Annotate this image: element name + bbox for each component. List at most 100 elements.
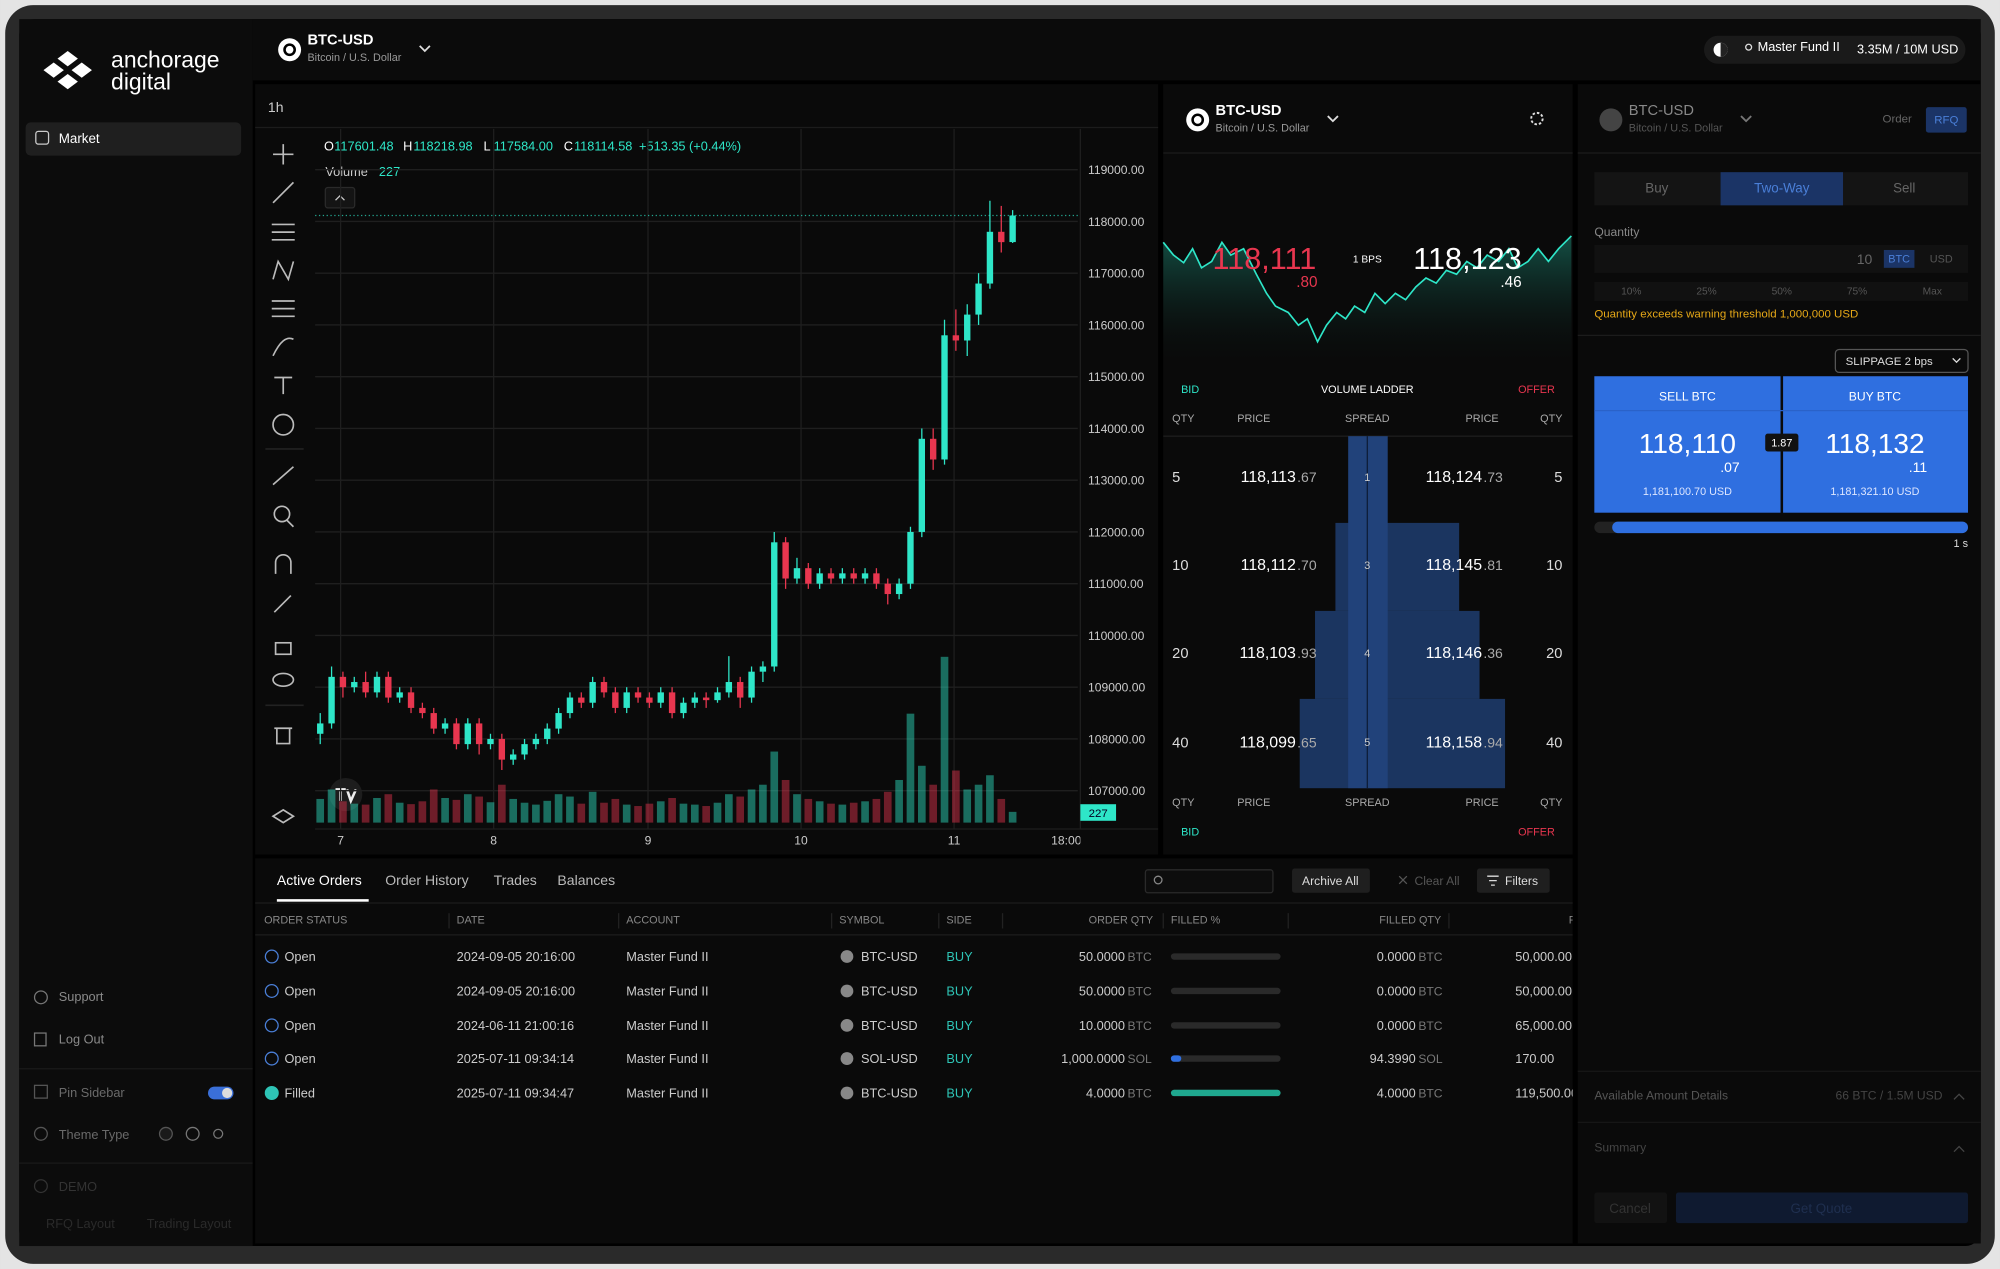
layout-link[interactable]: Trading Layout: [147, 1216, 232, 1231]
buy-title: BUY BTC: [1849, 389, 1902, 403]
price: 50,000.00: [1515, 949, 1572, 964]
side-tab[interactable]: Two-Way: [1754, 181, 1810, 196]
offer-price[interactable]: 118,146: [1426, 645, 1483, 662]
symbol[interactable]: BTC-USD: [1216, 103, 1282, 119]
tab[interactable]: Balances: [557, 872, 615, 888]
candle-body: [748, 671, 755, 698]
preset[interactable]: 50%: [1772, 287, 1792, 298]
clear-icon[interactable]: [1398, 875, 1408, 885]
theme-light[interactable]: [213, 1128, 224, 1139]
fill-bar: [1170, 1089, 1281, 1097]
candle-body: [702, 697, 710, 701]
candle-body: [737, 682, 744, 698]
chevron[interactable]: [1953, 1093, 1965, 1100]
x-tick-label: 7: [337, 833, 344, 847]
filters-button[interactable]: [1476, 868, 1550, 893]
volume-bar: [838, 804, 847, 823]
unit: SOL: [1418, 1052, 1442, 1066]
mode-active[interactable]: [1925, 107, 1967, 133]
mode-tab[interactable]: Order: [1883, 113, 1912, 125]
cancel-button[interactable]: [1594, 1192, 1668, 1224]
volume-bar: [429, 789, 438, 823]
side-tab[interactable]: Sell: [1893, 181, 1915, 196]
offer-price[interactable]: 118,158: [1426, 734, 1483, 751]
chevron[interactable]: [419, 45, 431, 53]
offer-price[interactable]: 118,145: [1426, 557, 1483, 574]
preset[interactable]: 10%: [1621, 287, 1641, 298]
tab[interactable]: Active Orders: [277, 872, 362, 888]
side-active[interactable]: [1720, 172, 1844, 206]
y-tick-label: 117000.00: [1088, 267, 1145, 281]
tab[interactable]: Order History: [385, 872, 468, 888]
offer-price[interactable]: 118,124: [1426, 469, 1483, 486]
sell-box[interactable]: [1594, 376, 1781, 513]
nav-link[interactable]: Support: [59, 989, 104, 1004]
nav-active[interactable]: [25, 122, 242, 156]
theme-auto[interactable]: [185, 1126, 200, 1141]
symbol[interactable]: BTC-USD: [307, 33, 373, 49]
candle-body: [396, 692, 403, 698]
setting: Theme Type: [59, 1127, 130, 1142]
interval[interactable]: 1h: [268, 99, 284, 115]
unit-active[interactable]: [1883, 249, 1915, 268]
volume-bar: [702, 806, 710, 823]
unit[interactable]: USD: [1930, 254, 1953, 266]
offer-qty: 5: [1554, 470, 1562, 486]
buy-price[interactable]: 118,132: [1825, 428, 1924, 459]
nav-link[interactable]: Log Out: [59, 1031, 105, 1046]
quantity: 10: [1857, 251, 1873, 267]
bid-cents: .67: [1297, 469, 1317, 485]
chart-panel: [255, 84, 1159, 855]
settings-icon[interactable]: [1530, 111, 1544, 126]
x-tick-label: 9: [645, 833, 652, 847]
timer: 1 s: [1954, 538, 1969, 550]
preset[interactable]: 25%: [1696, 287, 1716, 298]
bid-price[interactable]: 118,103: [1239, 645, 1296, 662]
candle-body: [771, 542, 778, 667]
x-tick-label: 10: [794, 833, 808, 847]
bid-price[interactable]: 118,112: [1241, 557, 1296, 574]
preset[interactable]: Max: [1923, 287, 1942, 298]
ladder-header: PRICE: [1237, 797, 1270, 809]
unit[interactable]: BTC: [1888, 254, 1910, 266]
volume-bar: [566, 796, 574, 823]
submit-button[interactable]: [1675, 1192, 1969, 1224]
nav-item[interactable]: Market: [59, 131, 100, 146]
section-title[interactable]: Summary: [1594, 1141, 1647, 1155]
warning: Quantity exceeds warning threshold 1,000…: [1594, 309, 1858, 321]
candle-body: [975, 283, 982, 315]
filled-qty: 0.0000: [1377, 983, 1416, 998]
volume-bar: [350, 803, 359, 823]
preset[interactable]: 75%: [1847, 287, 1867, 298]
candle-body: [1009, 215, 1016, 243]
column-header: SYMBOL: [839, 914, 884, 926]
side-tab[interactable]: Buy: [1645, 181, 1668, 196]
section-title[interactable]: Available Amount Details: [1594, 1088, 1728, 1102]
tab[interactable]: Trades: [494, 872, 537, 888]
layout-link[interactable]: RFQ Layout: [46, 1216, 115, 1231]
candle-body: [861, 573, 869, 579]
theme-dark[interactable]: [158, 1126, 173, 1141]
account: Master Fund II: [626, 949, 708, 964]
chevron[interactable]: [1327, 115, 1339, 123]
chevron[interactable]: [1953, 1145, 1965, 1153]
drawing-toolbar[interactable]: [265, 144, 304, 824]
volume-tag-label: 227: [1089, 808, 1108, 820]
bid-price[interactable]: 118,099: [1239, 734, 1296, 751]
slippage-select[interactable]: [1834, 348, 1969, 374]
legend-change: +513.35 (+0.44%): [639, 138, 741, 153]
y-tick-label: 107000.00: [1088, 784, 1146, 798]
bid-price[interactable]: 118,113: [1241, 469, 1296, 486]
tv-logo[interactable]: [329, 777, 363, 812]
search-input[interactable]: [1144, 869, 1274, 894]
pin-icon: [33, 1084, 48, 1099]
mode-tab[interactable]: RFQ: [1934, 115, 1958, 127]
ladder-header: PRICE: [1466, 797, 1499, 809]
chevron[interactable]: [1740, 115, 1752, 123]
price: 65,000.00: [1515, 1018, 1572, 1033]
account-pill[interactable]: [1704, 35, 1966, 64]
buy-box[interactable]: [1783, 376, 1969, 513]
archive-button[interactable]: [1292, 868, 1370, 893]
volume-bar: [668, 797, 676, 823]
sell-price[interactable]: 118,110: [1639, 428, 1736, 459]
